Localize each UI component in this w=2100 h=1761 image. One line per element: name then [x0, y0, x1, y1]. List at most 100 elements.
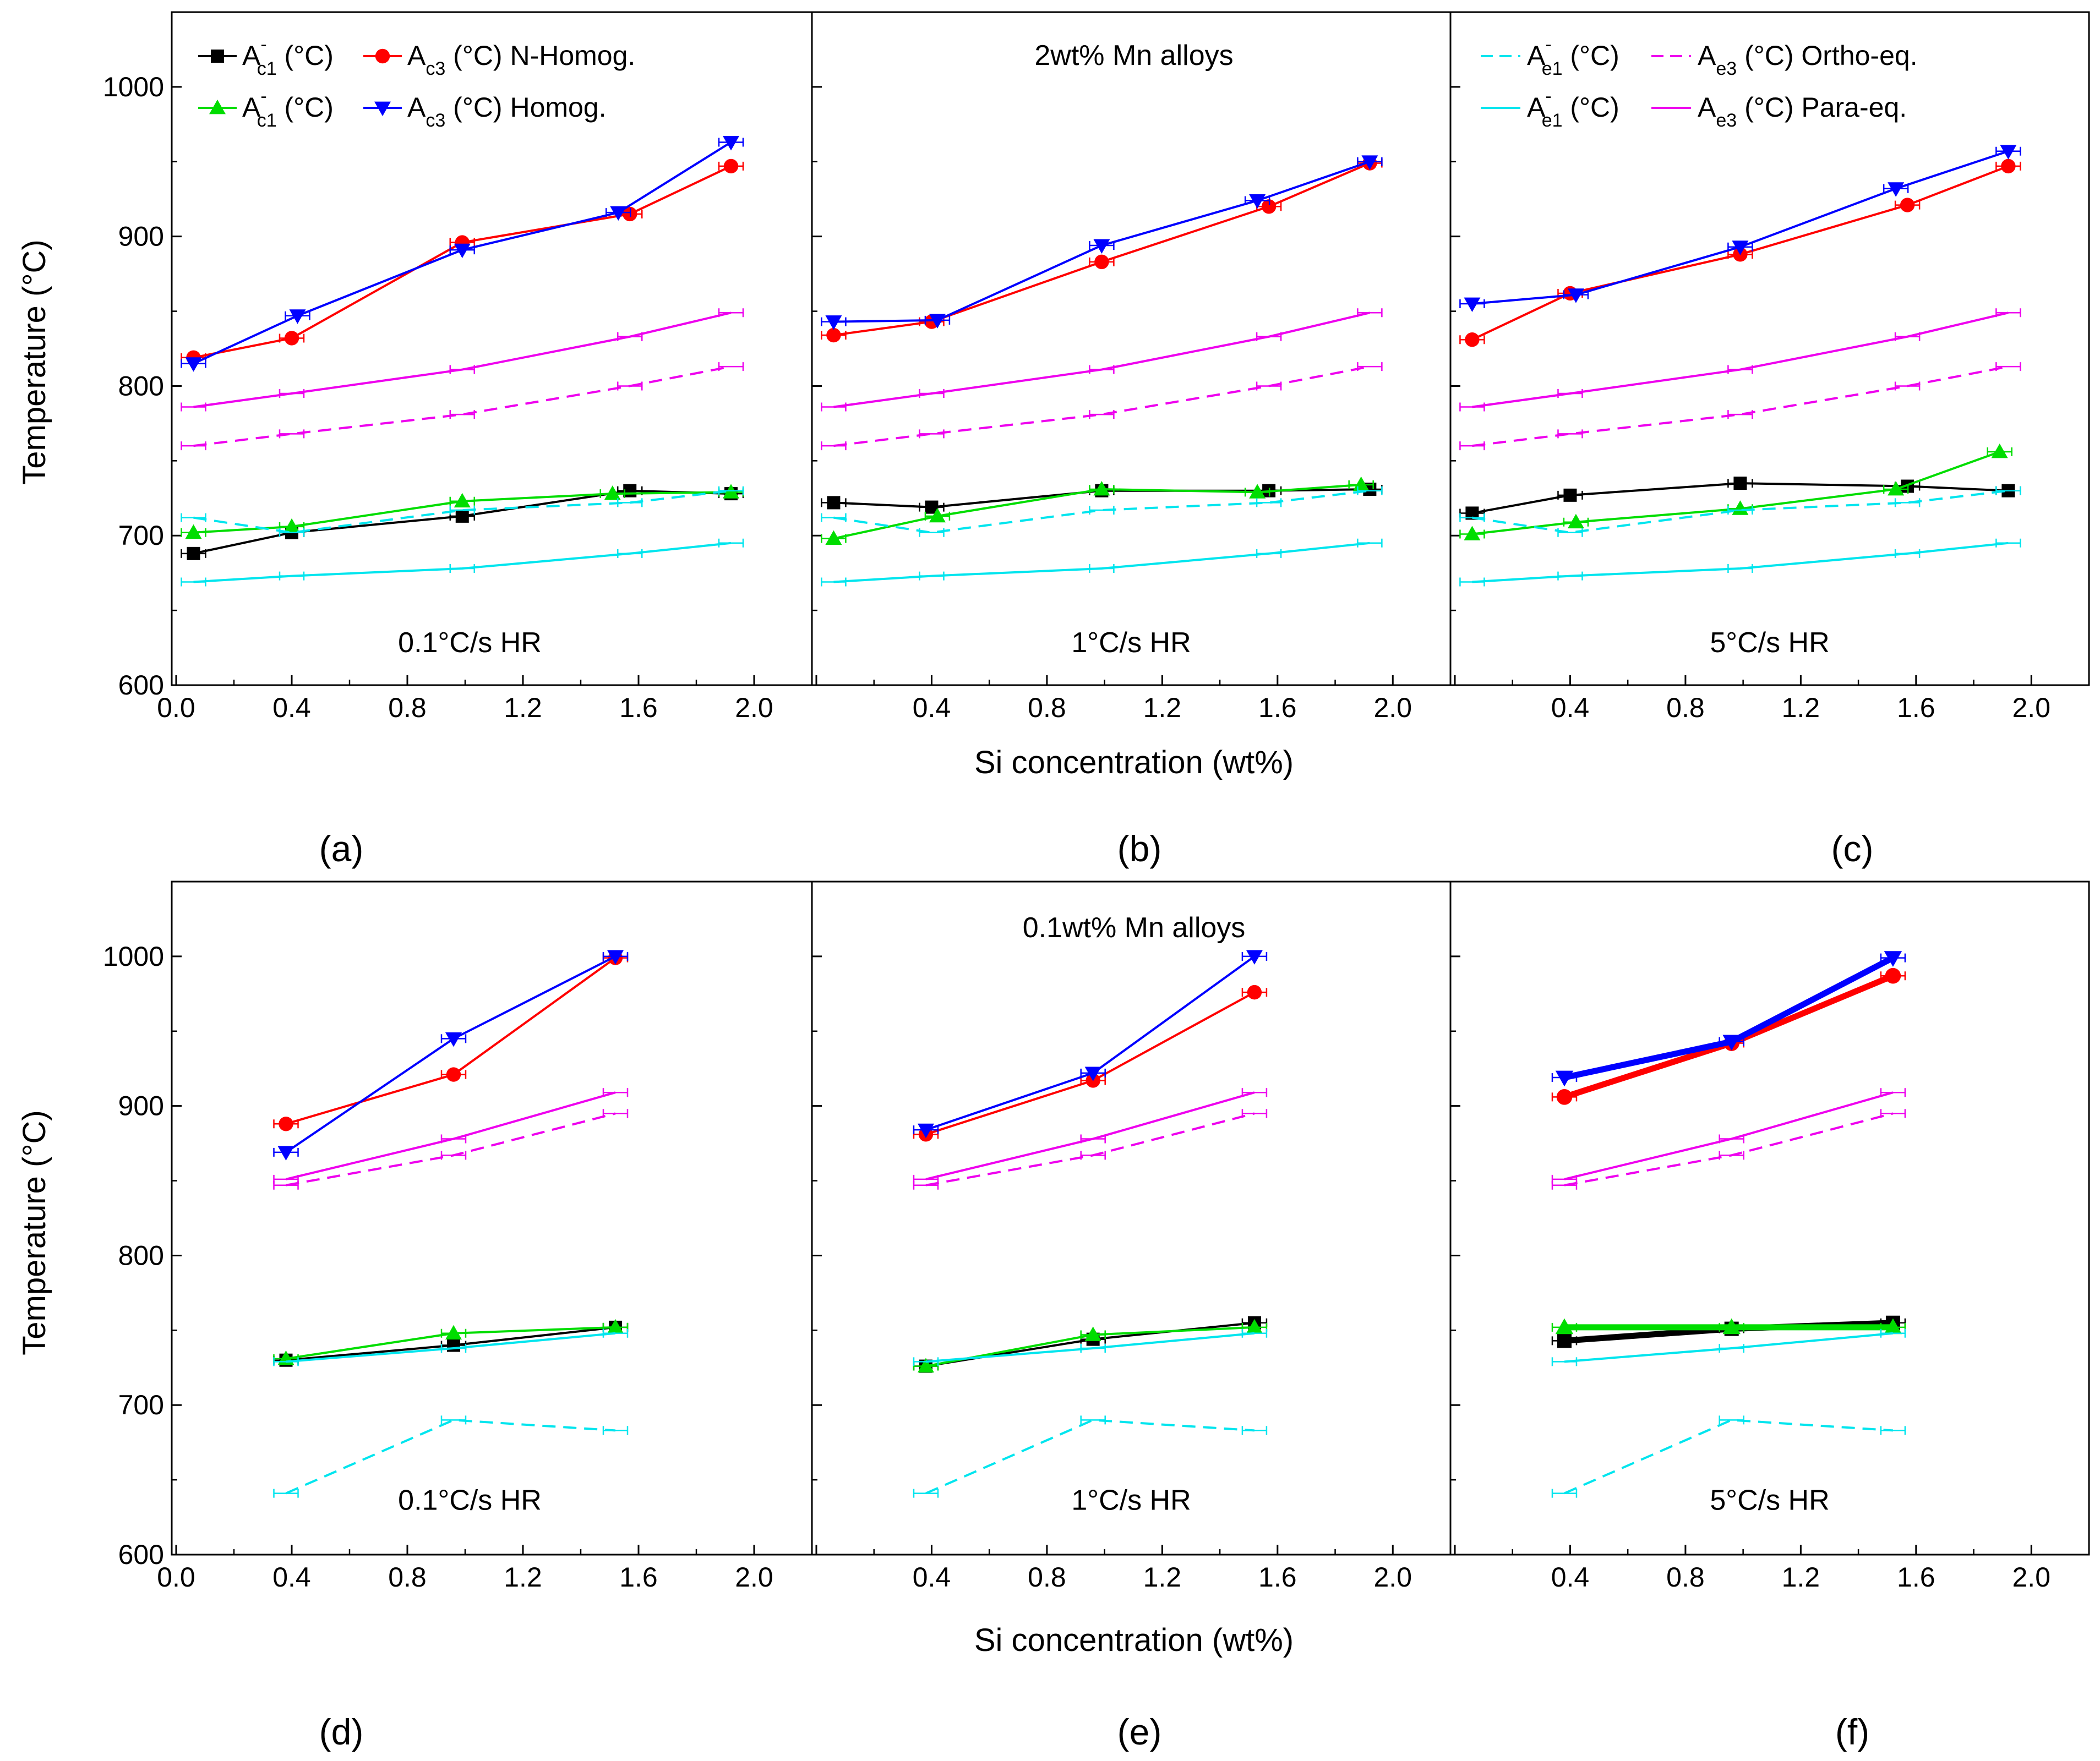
error-bar	[449, 365, 475, 374]
y-axis-title-bottom: Temperature (°C)	[17, 1110, 52, 1355]
chart-panel-6: 0.4 0.8 1.2 1.6 2.0 5°C/s HR	[1449, 880, 2090, 1593]
data-point	[1084, 1326, 1101, 1341]
series-ae3-para-eq-	[181, 308, 744, 412]
data-point	[1464, 526, 1481, 540]
series-line	[1472, 489, 2009, 534]
series-line	[1563, 955, 1895, 1081]
data-point	[1246, 950, 1263, 965]
data-point	[1249, 194, 1266, 209]
y-tick-label: 600	[118, 1539, 164, 1570]
data-point	[1567, 288, 1584, 303]
series-line	[833, 542, 1370, 583]
data-point	[279, 1117, 293, 1131]
row-title-01wt-mn: 0.1wt% Mn alloys	[1023, 912, 1246, 944]
legend-label: Ae3 (°C) Ortho-eq.	[1698, 40, 1918, 79]
panel-letter-f: (f)	[1835, 1711, 1869, 1752]
error-bar	[1080, 1415, 1106, 1425]
heating-rate-label: 1°C/s HR	[1071, 1484, 1191, 1516]
error-bar	[617, 498, 643, 507]
series-ae3-para-eq-	[913, 1088, 1268, 1184]
series-line	[1564, 1091, 1894, 1180]
data-point	[1884, 1318, 1902, 1335]
error-bar	[617, 549, 643, 558]
data-point	[187, 546, 200, 560]
series-ae3-ortho-eq-	[273, 1109, 629, 1190]
data-point	[1555, 1318, 1574, 1335]
data-point	[185, 357, 202, 372]
series-ac3-homog-	[181, 136, 744, 372]
series-ac3-homog-	[913, 950, 1268, 1139]
series-line	[286, 1112, 616, 1186]
x-tick-label: 2.0	[735, 692, 773, 723]
error-bar	[1357, 538, 1383, 548]
error-bar	[602, 1109, 629, 1118]
data-point	[1464, 297, 1481, 312]
x-tick-label: 1.2	[504, 692, 542, 723]
data-point	[445, 1325, 462, 1340]
legend-label: Ac3 (°C) N-Homog.	[407, 40, 635, 79]
series-line	[285, 1419, 616, 1495]
legend-label: Ac3 (°C) Homog.	[407, 92, 607, 131]
error-bar	[1727, 564, 1753, 573]
data-point	[1563, 488, 1577, 502]
y-tick-label: 700	[118, 520, 164, 551]
data-point	[1093, 480, 1110, 496]
data-point	[825, 530, 842, 545]
series-ae1-para-eq-	[181, 538, 744, 587]
series-ae3-ortho-eq-	[1459, 362, 2021, 451]
y-tick-label: 900	[118, 1091, 164, 1122]
error-bar	[1557, 389, 1583, 398]
legend-label: A-e1 (°C)	[1527, 86, 1619, 131]
series-ae1-para-eq-	[273, 1328, 629, 1366]
x-axis-title-top: Si concentration (wt%)	[974, 745, 1294, 780]
series-line	[833, 365, 1370, 447]
data-point	[1261, 199, 1277, 214]
x-tick-label: 0.0	[157, 1562, 195, 1593]
series-ae3-ortho-eq-	[1551, 1109, 1906, 1190]
error-bar	[1557, 429, 1583, 439]
series-ac3-n-homog-	[181, 158, 744, 365]
error-bar	[1089, 564, 1115, 573]
series-line	[193, 165, 732, 359]
data-point	[1555, 1070, 1574, 1087]
legend-marker	[374, 101, 391, 116]
data-point	[283, 518, 300, 533]
error-bar	[181, 441, 206, 451]
x-tick-label: 0.8	[388, 692, 427, 723]
data-point	[289, 309, 306, 324]
error-bar	[440, 1151, 467, 1160]
heating-rate-label: 5°C/s HR	[1710, 1484, 1829, 1516]
data-point	[1465, 332, 1480, 347]
error-bar	[279, 528, 305, 537]
data-point	[607, 1319, 624, 1334]
series-line	[925, 955, 1256, 1131]
error-bar	[1256, 498, 1282, 507]
error-bar	[1551, 1174, 1578, 1184]
data-point	[454, 493, 471, 508]
y-tick-label: 600	[118, 670, 164, 701]
data-point	[1093, 239, 1110, 254]
x-tick-label: 0.4	[272, 692, 311, 723]
data-point	[1888, 182, 1905, 197]
heating-rate-label: 5°C/s HR	[1710, 627, 1829, 659]
error-bar	[1995, 538, 2021, 548]
error-bar	[449, 410, 475, 419]
panel-letter-b: (b)	[1117, 828, 1162, 869]
error-bar	[1089, 365, 1115, 374]
plot-frame	[1449, 11, 2090, 686]
data-point	[1732, 240, 1749, 255]
data-point	[604, 485, 621, 500]
chart-panel-4: 0.0 0.4 0.8 1.2 1.6 2.0 600 700 800 900 1000 0.1°C/…	[103, 880, 813, 1593]
error-bar	[1459, 577, 1485, 587]
y-tick-label: 800	[118, 1240, 164, 1271]
series-ac3-homog-	[273, 950, 629, 1161]
error-bar	[181, 513, 206, 522]
data-point	[2000, 145, 2017, 160]
error-bar	[1880, 1426, 1906, 1435]
series-ae1-ortho-eq-	[821, 486, 1383, 537]
y-axis-title-top: Temperature (°C)	[17, 239, 52, 484]
error-bar	[718, 486, 744, 495]
x-tick-label: 0.4	[913, 692, 951, 723]
series-ac1-green	[1459, 444, 2012, 540]
